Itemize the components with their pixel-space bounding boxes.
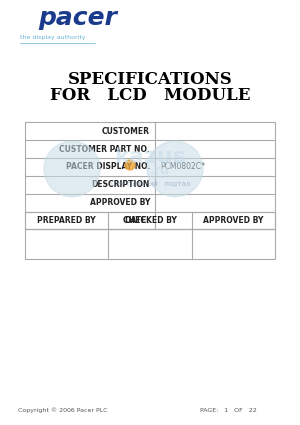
Text: PAGE:   1   OF   22: PAGE: 1 OF 22 <box>200 408 257 413</box>
Circle shape <box>44 141 100 197</box>
Text: CUSTOMER PART NO.: CUSTOMER PART NO. <box>59 144 150 153</box>
Text: PREPARED BY: PREPARED BY <box>38 216 96 225</box>
Text: DESCRIPTION: DESCRIPTION <box>92 180 150 189</box>
Text: APPROVED BY: APPROVED BY <box>203 216 263 225</box>
Text: PCM0802C*: PCM0802C* <box>160 162 205 171</box>
Circle shape <box>147 141 203 197</box>
Text: DATE:: DATE: <box>124 216 150 225</box>
Text: SPECIFICATIONS: SPECIFICATIONS <box>68 71 232 88</box>
Bar <box>25 122 275 230</box>
Text: PACER DISPLAY NO.: PACER DISPLAY NO. <box>66 162 150 171</box>
Text: электронный   портал: электронный портал <box>109 181 191 187</box>
Circle shape <box>125 160 135 170</box>
Text: .ru: .ru <box>150 164 170 177</box>
Text: FOR   LCD   MODULE: FOR LCD MODULE <box>50 88 250 105</box>
Text: Copyright © 2006 Pacer PLC: Copyright © 2006 Pacer PLC <box>18 408 107 413</box>
Text: APPROVED BY: APPROVED BY <box>90 198 150 207</box>
Text: CUSTOMER: CUSTOMER <box>102 127 150 136</box>
Text: CHECKED BY: CHECKED BY <box>123 216 177 225</box>
Bar <box>25 212 275 259</box>
Text: kazus: kazus <box>114 147 186 167</box>
Text: pacer: pacer <box>38 6 117 30</box>
Text: the display authority: the display authority <box>20 35 86 40</box>
